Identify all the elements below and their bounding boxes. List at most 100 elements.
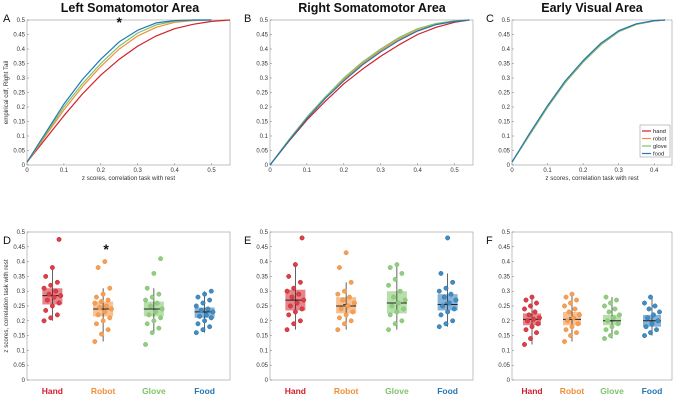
panel-c-ytick-label-4: 0.2 — [502, 105, 511, 111]
panel-c-ytick-label-7: 0.35 — [498, 62, 510, 68]
panel-f-point-robot-4 — [569, 324, 575, 330]
panel-d-point-food-11 — [193, 303, 199, 309]
panel-e-point-food-4 — [445, 309, 451, 315]
panel-c-ytick-label-10: 0.5 — [502, 18, 511, 24]
panel-f-point-food-5 — [655, 318, 661, 324]
panel-e-point-robot-8 — [352, 300, 357, 306]
panel-e-point-hand-16 — [299, 235, 305, 241]
panel-d-point-glove-2 — [156, 325, 162, 331]
panel-d-point-glove-1 — [149, 330, 155, 336]
panel-f-ytick-label-10: 0.5 — [502, 230, 511, 236]
panel-e-point-robot-5 — [350, 309, 356, 315]
panel-f-point-hand-9 — [526, 312, 532, 318]
panel-f-point-food-2 — [654, 327, 659, 333]
panel-f-point-hand-3 — [523, 327, 529, 333]
panel-d-point-robot-6 — [95, 312, 101, 318]
panel-d-ylabel: z scores, correlation task with rest — [3, 259, 10, 352]
panel-e-point-hand-9 — [289, 294, 295, 300]
panel-b-xtick-label-1: 0.1 — [303, 168, 312, 174]
panel-b-xtick-label-2: 0.2 — [340, 168, 349, 174]
panel-f-point-hand-5 — [535, 321, 541, 327]
panel-d-point-hand-8 — [58, 293, 64, 299]
panel-f-frame — [511, 231, 673, 381]
panel-d-point-robot-10 — [104, 303, 109, 309]
panel-e-point-glove-1 — [392, 321, 398, 327]
panel-d-point-hand-2 — [54, 312, 60, 318]
panel-e-category-label-food: Food — [437, 386, 458, 396]
panel-a-ytick-label-8: 0.4 — [17, 47, 26, 53]
panel-d-point-robot-15 — [100, 291, 106, 297]
panel-d-point-robot-3 — [94, 321, 99, 327]
panel-f-point-robot-7 — [571, 315, 576, 321]
panel-e-ytick-label-4: 0.2 — [260, 319, 269, 325]
panel-c-letter: C — [486, 13, 494, 25]
panel-d-point-glove-15 — [151, 270, 157, 276]
panel-c-xtick-label-3: 0.3 — [614, 168, 623, 174]
panel-e-category-label-glove: Glove — [385, 386, 409, 396]
panel-d-point-food-9 — [198, 307, 204, 313]
panel-f-point-robot-15 — [569, 291, 575, 297]
panel-d-point-glove-7 — [153, 309, 158, 315]
panel-f-ytick-label-6: 0.3 — [502, 289, 511, 295]
panel-d-ytick-label-9: 0.45 — [13, 245, 25, 251]
panel-c-title: Early Visual Area — [541, 1, 644, 15]
panel-a-xtick-label-3: 0.3 — [134, 168, 143, 174]
panel-b-ytick-label-4: 0.2 — [260, 105, 269, 111]
panel-e-point-glove-11 — [386, 282, 391, 288]
panel-d-point-robot-12 — [99, 299, 104, 305]
panel-b-ytick-label-8: 0.4 — [260, 47, 269, 53]
panel-a-ylabel: empirical cdf, Right Tail — [3, 61, 10, 125]
panel-a-ytick-label-1: 0.05 — [13, 149, 25, 155]
panel-e-point-glove-2 — [399, 318, 405, 324]
panel-d-point-glove-12 — [149, 294, 155, 300]
panel-f-point-glove-3 — [603, 327, 609, 333]
panel-f-point-glove-11 — [602, 303, 607, 309]
panel-f-ytick-label-0: 0 — [507, 378, 511, 384]
panel-d-point-glove-11 — [143, 297, 148, 303]
panel-d-point-glove-4 — [151, 318, 157, 324]
panel-e-point-robot-6 — [338, 306, 344, 312]
panel-a-xlabel: z scores, correlation task with rest — [82, 175, 175, 182]
panel-f-point-food-3 — [643, 324, 649, 330]
panel-f-point-food-10 — [652, 303, 658, 309]
panel-d-point-robot-0 — [92, 339, 98, 344]
panel-d-point-food-15 — [202, 291, 208, 297]
panel-e-point-food-0 — [436, 324, 442, 330]
panel-a-xtick-label-1: 0.1 — [60, 168, 69, 174]
panel-e-point-robot-10 — [347, 294, 352, 300]
panel-d-point-hand-10 — [53, 288, 59, 294]
panel-c-series-food — [511, 19, 665, 163]
panel-e-point-robot-15 — [343, 250, 349, 256]
panel-b-ytick-label-0: 0 — [265, 163, 269, 169]
panel-b-ytick-label-5: 0.25 — [256, 91, 268, 97]
panel-f-point-hand-7 — [531, 316, 536, 322]
panel-d-point-hand-13 — [54, 279, 60, 285]
panel-d-category-label-glove: Glove — [142, 386, 166, 396]
panel-f-ytick-label-5: 0.25 — [498, 304, 510, 310]
panel-e-point-food-14 — [438, 270, 444, 276]
panel-e-point-robot-7 — [345, 303, 351, 309]
panel-d-point-robot-5 — [107, 315, 113, 321]
panel-e-point-food-13 — [450, 279, 456, 285]
panel-e-ytick-label-3: 0.15 — [256, 334, 268, 340]
panel-c-xtick-label-1: 0.1 — [543, 168, 552, 174]
panel-e-ytick-label-1: 0.05 — [256, 363, 268, 369]
panel-d-point-hand-6 — [44, 297, 50, 303]
panel-f-point-robot-5 — [575, 321, 581, 327]
panel-f-point-food-6 — [645, 315, 650, 321]
panel-e-point-hand-12 — [291, 285, 297, 291]
panel-d-point-robot-7 — [102, 309, 108, 315]
panel-c-ytick-label-8: 0.4 — [502, 47, 511, 53]
panel-e-ytick-label-7: 0.35 — [256, 274, 268, 280]
panel-e-point-hand-7 — [294, 300, 300, 306]
panel-a-ytick-label-0: 0 — [22, 163, 26, 169]
panel-c-legend-label-food: food — [653, 152, 664, 158]
panel-b-ytick-label-10: 0.5 — [260, 18, 269, 24]
panel-e-point-glove-6 — [389, 303, 395, 309]
panel-a-series-food — [26, 19, 212, 163]
panel-c-ytick-label-1: 0.05 — [498, 149, 510, 155]
panel-c-ytick-label-5: 0.25 — [498, 91, 510, 97]
panel-b-xtick-label-5: 0.5 — [450, 168, 459, 174]
panel-d-ytick-label-6: 0.3 — [17, 289, 26, 295]
panel-e-ytick-label-0: 0 — [265, 378, 269, 384]
